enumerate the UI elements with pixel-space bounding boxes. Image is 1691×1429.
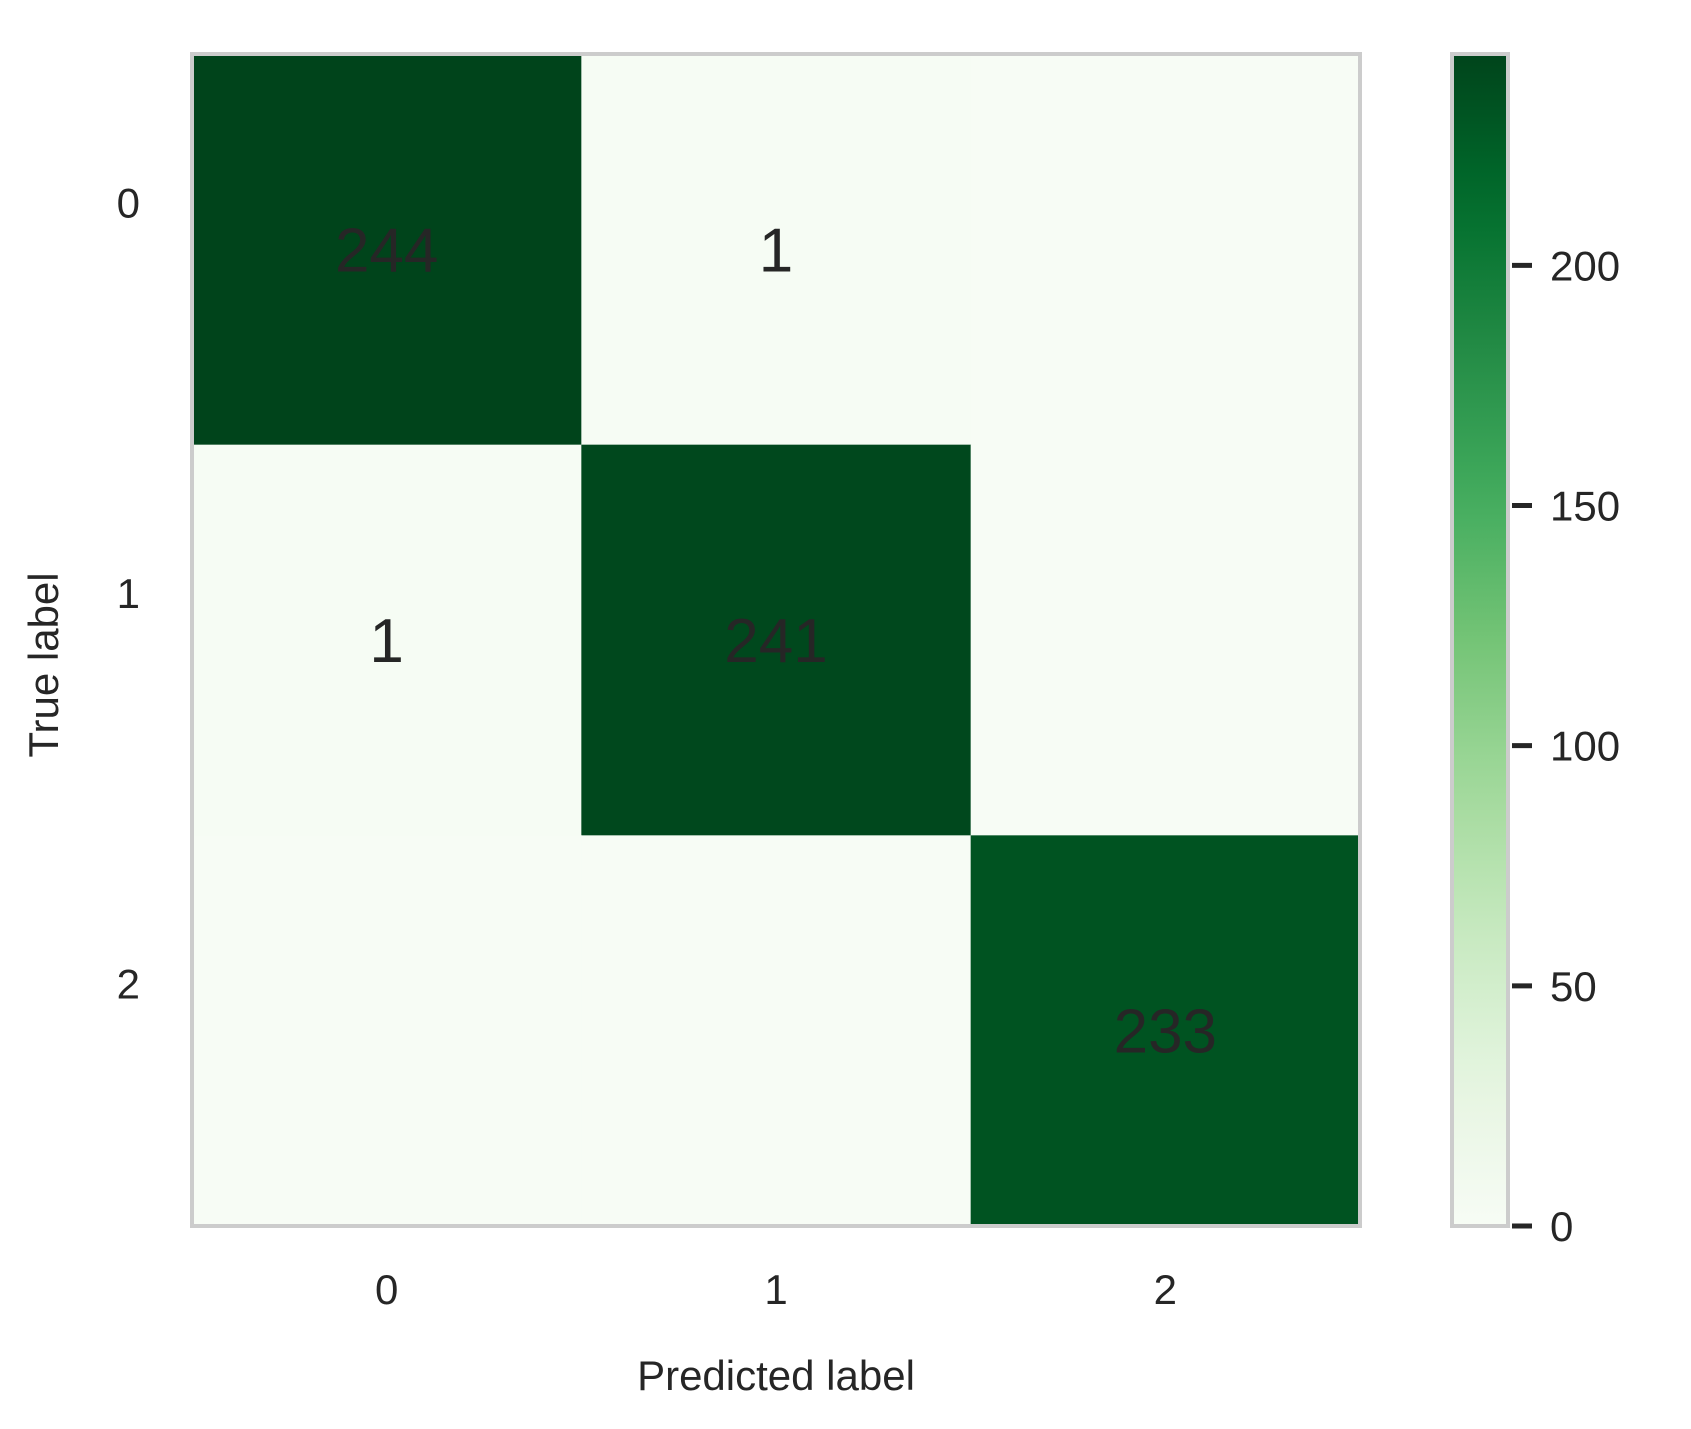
x-tick-label: 2 [1154, 1266, 1177, 1313]
colorbar-ticks: 0 50 100 150 200 [1512, 242, 1620, 1250]
colorbar-tick-label: 50 [1550, 963, 1597, 1010]
cell-value-0-0: 244 [335, 216, 438, 285]
colorbar-tick-label: 150 [1550, 483, 1620, 530]
cell-annotations: 244 1 1 241 233 [335, 216, 1217, 1066]
colorbar-tick-label: 0 [1550, 1203, 1573, 1250]
x-tick-label: 0 [375, 1266, 398, 1313]
heatmap-cells [192, 54, 1361, 1227]
heatmap-cell-2-2 [970, 835, 1361, 1227]
heatmap-cell-0-2 [970, 54, 1361, 446]
heatmap-cell-1-1 [581, 444, 972, 836]
heatmap-cell-2-1 [581, 835, 972, 1227]
x-tick-label: 1 [764, 1266, 787, 1313]
y-tick-label: 0 [117, 179, 140, 226]
x-tick-labels: 0 1 2 [375, 1266, 1177, 1313]
cell-value-2-2: 233 [1114, 998, 1217, 1067]
plot-frame [190, 52, 1362, 1228]
heatmap-cell-0-0 [192, 54, 582, 446]
y-axis-title: True label [20, 572, 67, 757]
y-tick-labels: 0 1 2 [117, 179, 140, 1007]
colorbar-gradient [1450, 52, 1510, 1228]
heatmap-cell-0-1 [581, 54, 972, 446]
x-axis-title: Predicted label [637, 1352, 915, 1399]
y-tick-label: 1 [117, 570, 140, 617]
heatmap-cell-1-0 [192, 444, 582, 836]
cell-value-1-0: 1 [369, 607, 403, 676]
heatmap-cell-2-0 [192, 835, 582, 1227]
colorbar-tick-label: 100 [1550, 723, 1620, 770]
colorbar-tick-label: 200 [1550, 242, 1620, 289]
heatmap-cell-1-2 [970, 444, 1361, 836]
colorbar: 0 50 100 150 200 [1450, 52, 1620, 1250]
cell-value-1-1: 241 [724, 607, 827, 676]
cell-value-0-1: 1 [759, 216, 793, 285]
y-tick-label: 2 [117, 961, 140, 1008]
